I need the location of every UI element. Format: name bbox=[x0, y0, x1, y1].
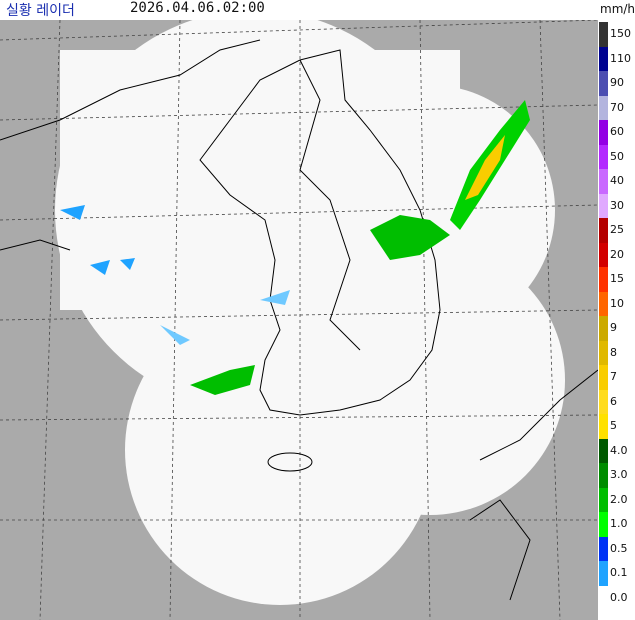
precipitation-echo bbox=[60, 100, 530, 395]
legend-level: 0.5 bbox=[598, 536, 635, 561]
legend-label: 1.0 bbox=[610, 517, 628, 530]
legend-level: 30 bbox=[598, 193, 635, 218]
legend-label: 2.0 bbox=[610, 492, 628, 506]
legend-label: 110 bbox=[610, 51, 631, 65]
legend-swatch bbox=[599, 463, 608, 488]
legend-level: 7 bbox=[598, 365, 635, 390]
legend-label: 9 bbox=[610, 321, 617, 334]
legend-level: 10 bbox=[598, 291, 635, 316]
legend-level: 70 bbox=[598, 95, 635, 120]
legend-level: 15 bbox=[598, 267, 635, 292]
legend: 150 110 90 70 60 50 40 30 25 20 15 10 9 8 7 6 5 4.0 3.0 2.0… bbox=[598, 22, 635, 610]
legend-label: 50 bbox=[610, 149, 624, 163]
legend-swatch bbox=[599, 291, 608, 316]
legend-swatch bbox=[599, 487, 608, 512]
legend-label: 3.0 bbox=[610, 468, 628, 481]
legend-swatch bbox=[599, 242, 608, 267]
legend-label: 150 bbox=[610, 27, 631, 40]
legend-swatch bbox=[599, 71, 608, 96]
legend-label: 60 bbox=[610, 125, 624, 138]
legend-swatch bbox=[599, 389, 608, 414]
legend-swatch bbox=[599, 438, 608, 463]
legend-label: 5 bbox=[610, 419, 617, 432]
unit-label: mm/h bbox=[600, 2, 635, 16]
legend-level: 9 bbox=[598, 316, 635, 341]
legend-label: 40 bbox=[610, 174, 624, 187]
legend-swatch bbox=[599, 46, 608, 71]
legend-level: 90 bbox=[598, 71, 635, 96]
legend-swatch bbox=[599, 561, 608, 586]
legend-swatch bbox=[599, 585, 608, 610]
legend-label: 6 bbox=[610, 394, 617, 408]
legend-level: 6 bbox=[598, 389, 635, 414]
legend-swatch bbox=[599, 95, 608, 120]
legend-swatch bbox=[599, 267, 608, 292]
legend-level: 20 bbox=[598, 242, 635, 267]
legend-level: 0.0 bbox=[598, 585, 635, 610]
grid-lines bbox=[0, 20, 598, 620]
legend-level: 0.1 bbox=[598, 561, 635, 586]
legend-swatch bbox=[599, 193, 608, 218]
legend-label: 20 bbox=[610, 247, 624, 261]
legend-label: 70 bbox=[610, 100, 624, 114]
timestamp: 2026.04.06.02:00 bbox=[130, 0, 265, 16]
legend-swatch bbox=[599, 120, 608, 145]
radar-map bbox=[0, 20, 598, 620]
legend-level: 5 bbox=[598, 414, 635, 439]
legend-label: 0.5 bbox=[610, 541, 628, 555]
legend-swatch bbox=[599, 340, 608, 365]
legend-swatch bbox=[599, 536, 608, 561]
legend-swatch bbox=[599, 169, 608, 194]
legend-swatch bbox=[599, 22, 608, 47]
radar-coverage bbox=[55, 20, 565, 605]
legend-swatch bbox=[599, 218, 608, 243]
legend-level: 3.0 bbox=[598, 463, 635, 488]
legend-level: 150 bbox=[598, 22, 635, 47]
legend-level: 110 bbox=[598, 46, 635, 71]
legend-swatch bbox=[599, 316, 608, 341]
legend-label: 0.1 bbox=[610, 566, 628, 579]
legend-level: 1.0 bbox=[598, 512, 635, 537]
legend-label: 90 bbox=[610, 76, 624, 89]
legend-level: 60 bbox=[598, 120, 635, 145]
legend-level: 8 bbox=[598, 340, 635, 365]
legend-level: 2.0 bbox=[598, 487, 635, 512]
legend-label: 10 bbox=[610, 296, 624, 310]
legend-label: 0.0 bbox=[610, 590, 628, 604]
legend-level: 25 bbox=[598, 218, 635, 243]
legend-level: 50 bbox=[598, 144, 635, 169]
legend-swatch bbox=[599, 144, 608, 169]
legend-swatch bbox=[599, 414, 608, 439]
legend-level: 4.0 bbox=[598, 438, 635, 463]
legend-label: 15 bbox=[610, 272, 624, 285]
legend-label: 25 bbox=[610, 223, 624, 236]
legend-swatch bbox=[599, 512, 608, 537]
legend-label: 30 bbox=[610, 198, 624, 212]
legend-label: 8 bbox=[610, 345, 617, 359]
legend-level: 40 bbox=[598, 169, 635, 194]
legend-swatch bbox=[599, 365, 608, 390]
legend-label: 7 bbox=[610, 370, 617, 383]
page-title: 실황 레이더 bbox=[6, 3, 75, 19]
legend-label: 4.0 bbox=[610, 443, 628, 457]
